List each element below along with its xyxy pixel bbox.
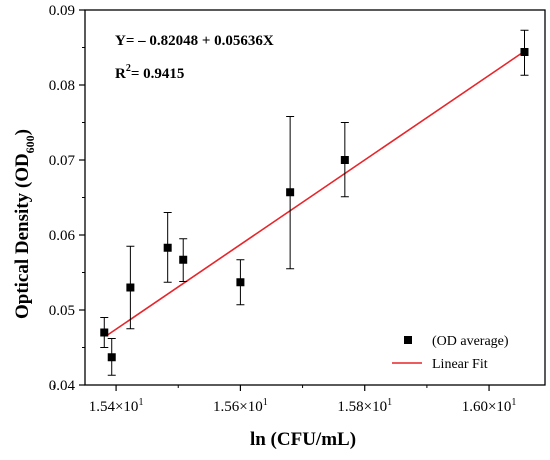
y-axis-title-subscript: 600 bbox=[23, 135, 37, 153]
y-axis-title-main: Optical Density (OD bbox=[12, 153, 33, 319]
y-axis-ticks: 0.04 0.05 0.06 0.07 0.08 0.09 bbox=[49, 3, 85, 394]
linear-fit-line bbox=[106, 50, 525, 337]
legend-label-linear-fit: Linear Fit bbox=[432, 357, 488, 372]
x-axis-ticks: 1.54×101 1.56×101 1.58×101 1.60×101 bbox=[53, 385, 517, 415]
data-point bbox=[179, 255, 188, 264]
y-axis-title: Optical Density (OD600) bbox=[12, 129, 37, 319]
data-point bbox=[163, 243, 172, 252]
data-point bbox=[100, 328, 109, 337]
data-point bbox=[286, 188, 295, 197]
y-tick-label: 0.07 bbox=[49, 153, 76, 169]
y-tick-label: 0.06 bbox=[49, 228, 76, 244]
equation-annotation: Y= – 0.82048 + 0.05636X bbox=[115, 33, 274, 49]
y-axis-title-close: ) bbox=[12, 129, 33, 135]
data-points-group bbox=[100, 29, 529, 376]
data-point bbox=[236, 278, 245, 287]
data-point bbox=[107, 353, 116, 362]
y-tick-label: 0.09 bbox=[49, 3, 75, 19]
y-tick-label: 0.04 bbox=[49, 378, 76, 394]
data-point bbox=[340, 156, 349, 164]
legend-marker-square bbox=[404, 336, 412, 344]
r-squared-base: R bbox=[115, 66, 126, 82]
legend-label-od-average: (OD average) bbox=[432, 334, 509, 349]
r-squared-value: = 0.9415 bbox=[131, 66, 185, 82]
x-tick-label: 1.56×101 bbox=[213, 397, 268, 415]
legend: (OD average) Linear Fit bbox=[392, 334, 509, 372]
r-squared-exponent: 2 bbox=[126, 63, 131, 74]
r-squared-annotation: R2= 0.9415 bbox=[115, 63, 184, 82]
y-tick-label: 0.05 bbox=[49, 303, 75, 319]
x-axis-title: ln (CFU/mL) bbox=[250, 429, 356, 450]
x-tick-label: 1.60×101 bbox=[462, 397, 517, 415]
y-tick-label: 0.08 bbox=[49, 78, 75, 94]
fit-line-group bbox=[106, 50, 525, 337]
data-point bbox=[126, 283, 135, 292]
x-tick-label: 1.58×101 bbox=[337, 397, 392, 415]
x-tick-label: 1.54×101 bbox=[89, 397, 144, 415]
data-point bbox=[520, 48, 529, 56]
